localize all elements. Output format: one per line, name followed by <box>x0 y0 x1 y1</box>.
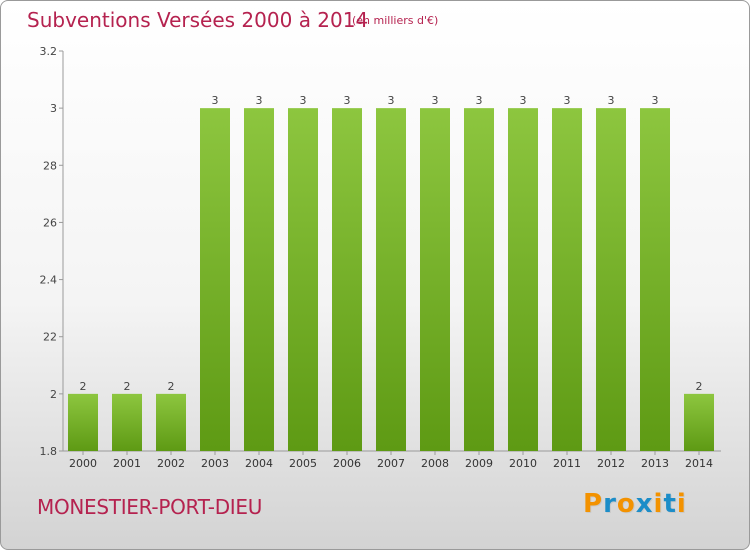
y-tick-label: 3.2 <box>40 45 58 58</box>
bar <box>508 108 538 452</box>
bar-value-label: 3 <box>608 94 615 107</box>
x-tick-label: 2003 <box>201 457 229 470</box>
bar <box>420 108 450 452</box>
logo-letter: o <box>616 489 636 519</box>
x-tick-label: 2006 <box>333 457 361 470</box>
bar <box>288 108 318 452</box>
bar-value-label: 2 <box>124 380 131 393</box>
x-tick-label: 2012 <box>597 457 625 470</box>
logo-letter: t <box>663 489 677 519</box>
bar-value-label: 3 <box>300 94 307 107</box>
bar-value-label: 2 <box>696 380 703 393</box>
chart-title: Subventions Versées 2000 à 2014 <box>27 8 369 32</box>
bar <box>244 108 274 452</box>
y-tick-label: 3 <box>50 102 57 115</box>
logo-letter: i <box>653 489 664 519</box>
y-tick-label: 2 <box>50 388 57 401</box>
bar <box>200 108 230 452</box>
bar <box>684 393 714 451</box>
bar <box>376 108 406 452</box>
bar <box>464 108 494 452</box>
y-tick-label: 2.4 <box>40 274 58 287</box>
proxiti-logo[interactable]: Proxiti <box>583 489 687 519</box>
bar-value-label: 3 <box>388 94 395 107</box>
x-tick-label: 2011 <box>553 457 581 470</box>
bar-value-label: 3 <box>432 94 439 107</box>
y-tick-label: 22 <box>43 331 57 344</box>
bar-value-label: 3 <box>476 94 483 107</box>
logo-letter: P <box>583 489 604 519</box>
bar-value-label: 2 <box>80 380 87 393</box>
bar-value-label: 3 <box>520 94 527 107</box>
x-tick-label: 2007 <box>377 457 405 470</box>
bar <box>552 108 582 452</box>
y-tick-label: 26 <box>43 216 57 229</box>
logo-letter: i <box>676 489 687 519</box>
x-tick-label: 2004 <box>245 457 273 470</box>
bar-value-label: 3 <box>256 94 263 107</box>
x-tick-label: 2013 <box>641 457 669 470</box>
bar <box>112 393 142 451</box>
bar-value-label: 3 <box>344 94 351 107</box>
unit-note: (en milliers d'€) <box>352 14 439 27</box>
logo-letter: r <box>603 489 617 519</box>
bar <box>68 393 98 451</box>
x-tick-label: 2009 <box>465 457 493 470</box>
y-tick-label: 28 <box>43 159 57 172</box>
bar <box>332 108 362 452</box>
commune-name: MONESTIER-PORT-DIEU <box>37 495 263 519</box>
y-tick-label: 1.8 <box>40 445 58 458</box>
bar-value-label: 3 <box>652 94 659 107</box>
bar <box>640 108 670 452</box>
x-tick-label: 2000 <box>69 457 97 470</box>
x-tick-label: 2010 <box>509 457 537 470</box>
bar-value-label: 2 <box>168 380 175 393</box>
bar-value-label: 3 <box>212 94 219 107</box>
x-tick-label: 2005 <box>289 457 317 470</box>
x-tick-label: 2008 <box>421 457 449 470</box>
bar <box>596 108 626 452</box>
x-tick-label: 2002 <box>157 457 185 470</box>
x-tick-label: 2001 <box>113 457 141 470</box>
x-tick-label: 2014 <box>685 457 713 470</box>
bar-value-label: 3 <box>564 94 571 107</box>
logo-letter: x <box>635 489 654 519</box>
bar <box>156 393 186 451</box>
